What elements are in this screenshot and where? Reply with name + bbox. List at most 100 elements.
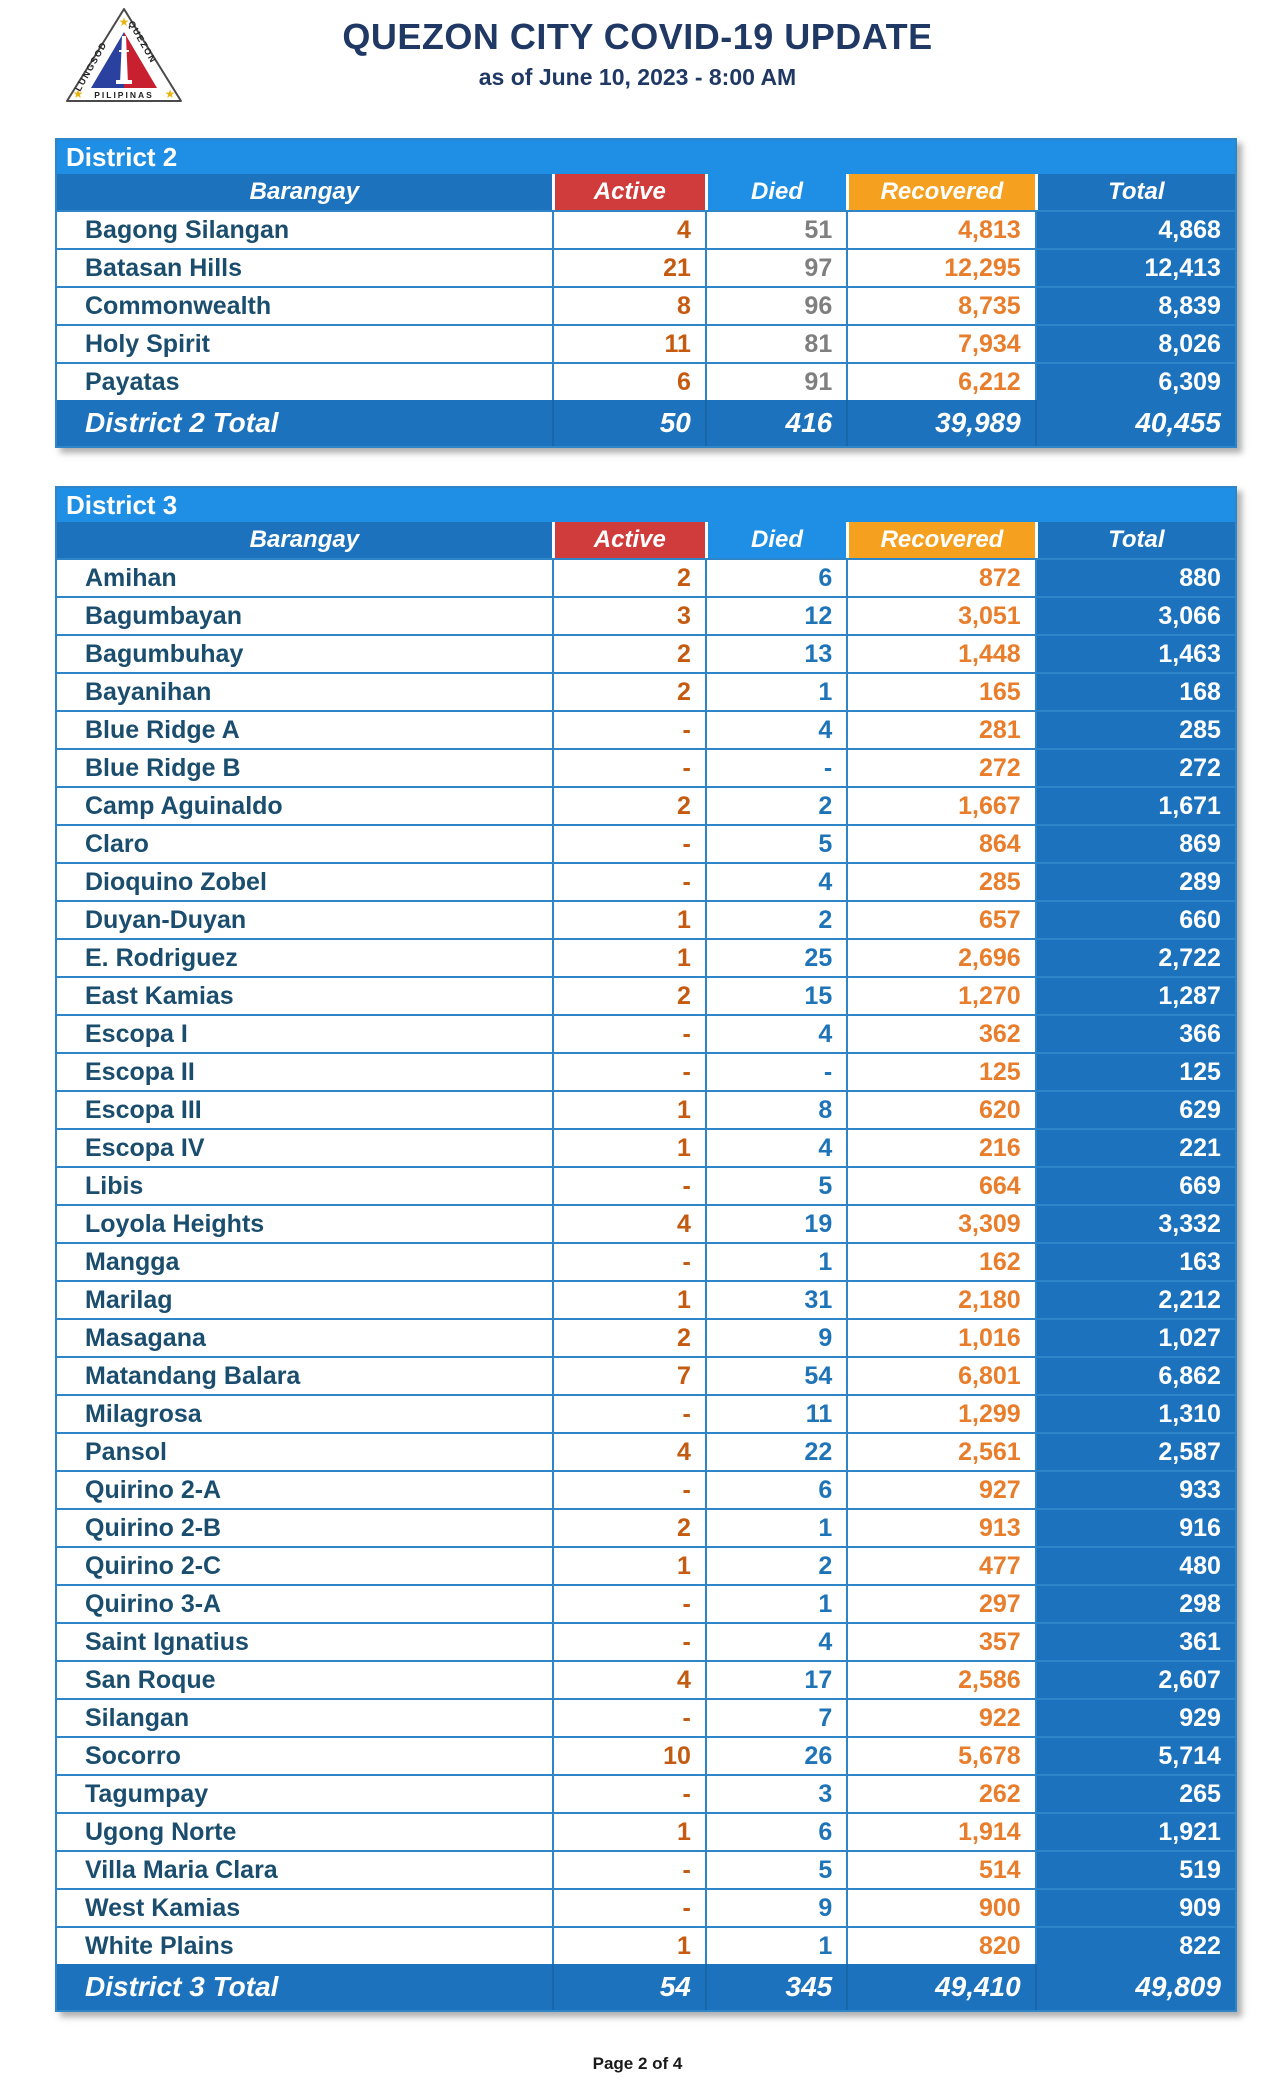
total-count: 12,413 bbox=[1034, 250, 1235, 286]
active-count: 1 bbox=[551, 1548, 705, 1584]
barangay-row: East Kamias 2 15 1,270 1,287 bbox=[57, 976, 1235, 1014]
active-count: 1 bbox=[551, 1092, 705, 1128]
total-count: 929 bbox=[1034, 1700, 1235, 1736]
died-count: 26 bbox=[704, 1738, 846, 1774]
column-header-recovered: Recovered bbox=[846, 522, 1035, 558]
active-count: 2 bbox=[551, 788, 705, 824]
died-count: 3 bbox=[704, 1776, 846, 1812]
died-count: 6 bbox=[704, 1472, 846, 1508]
total-count: 3,332 bbox=[1034, 1206, 1235, 1242]
active-count: 4 bbox=[551, 1662, 705, 1698]
total-count: 2,587 bbox=[1034, 1434, 1235, 1470]
barangay-row: Claro - 5 864 869 bbox=[57, 824, 1235, 862]
total-count: 5,714 bbox=[1034, 1738, 1235, 1774]
barangay-name: Blue Ridge B bbox=[85, 753, 241, 782]
total-count: 660 bbox=[1034, 902, 1235, 938]
total-count: 480 bbox=[1034, 1548, 1235, 1584]
barangay-row: Commonwealth 8 96 8,735 8,839 bbox=[57, 286, 1235, 324]
total-count: 880 bbox=[1034, 560, 1235, 596]
active-count: 1 bbox=[551, 940, 705, 976]
recovered-count: 216 bbox=[846, 1130, 1034, 1166]
total-count: 909 bbox=[1034, 1890, 1235, 1926]
active-count: - bbox=[551, 1624, 705, 1660]
total-count: 8,026 bbox=[1034, 326, 1235, 362]
recovered-count: 125 bbox=[846, 1054, 1034, 1090]
district-total-died: 345 bbox=[704, 1964, 846, 2010]
died-count: 97 bbox=[704, 250, 846, 286]
recovered-count: 5,678 bbox=[846, 1738, 1034, 1774]
total-count: 916 bbox=[1034, 1510, 1235, 1546]
barangay-row: Milagrosa - 11 1,299 1,310 bbox=[57, 1394, 1235, 1432]
active-count: - bbox=[551, 1054, 705, 1090]
died-count: 4 bbox=[704, 864, 846, 900]
total-count: 221 bbox=[1034, 1130, 1235, 1166]
tables-container: District 2 Barangay Active Died Recovere… bbox=[55, 138, 1237, 2012]
died-count: 6 bbox=[704, 1814, 846, 1850]
barangay-name: Saint Ignatius bbox=[85, 1627, 249, 1656]
district-banner: District 3 bbox=[57, 488, 1235, 522]
died-count: 7 bbox=[704, 1700, 846, 1736]
barangay-name: Quirino 2-A bbox=[85, 1475, 222, 1504]
barangay-row: Ugong Norte 1 6 1,914 1,921 bbox=[57, 1812, 1235, 1850]
barangay-row: Blue Ridge A - 4 281 285 bbox=[57, 710, 1235, 748]
active-count: 21 bbox=[551, 250, 705, 286]
district-banner-label: District 2 bbox=[66, 141, 178, 172]
active-count: 6 bbox=[551, 364, 705, 400]
active-count: 10 bbox=[551, 1738, 705, 1774]
recovered-count: 872 bbox=[846, 560, 1034, 596]
barangay-row: Batasan Hills 21 97 12,295 12,413 bbox=[57, 248, 1235, 286]
died-count: - bbox=[704, 1054, 846, 1090]
active-count: 4 bbox=[551, 1434, 705, 1470]
died-count: 4 bbox=[704, 1624, 846, 1660]
barangay-row: Tagumpay - 3 262 265 bbox=[57, 1774, 1235, 1812]
recovered-count: 272 bbox=[846, 750, 1034, 786]
active-count: 2 bbox=[551, 1320, 705, 1356]
barangay-row: Mangga - 1 162 163 bbox=[57, 1242, 1235, 1280]
column-header-active: Active bbox=[551, 522, 705, 558]
total-count: 1,310 bbox=[1034, 1396, 1235, 1432]
total-count: 2,607 bbox=[1034, 1662, 1235, 1698]
active-count: 4 bbox=[551, 212, 705, 248]
district-total-recovered: 39,989 bbox=[846, 400, 1034, 446]
recovered-count: 2,696 bbox=[846, 940, 1034, 976]
barangay-name: Dioquino Zobel bbox=[85, 867, 267, 896]
barangay-row: Libis - 5 664 669 bbox=[57, 1166, 1235, 1204]
barangay-row: Escopa III 1 8 620 629 bbox=[57, 1090, 1235, 1128]
died-count: 2 bbox=[704, 902, 846, 938]
seal-star-top: ★ bbox=[119, 15, 130, 29]
barangay-row: San Roque 4 17 2,586 2,607 bbox=[57, 1660, 1235, 1698]
active-count: 8 bbox=[551, 288, 705, 324]
recovered-count: 6,801 bbox=[846, 1358, 1034, 1394]
recovered-count: 922 bbox=[846, 1700, 1034, 1736]
total-count: 285 bbox=[1034, 712, 1235, 748]
barangay-name: Masagana bbox=[85, 1323, 206, 1352]
page-title: QUEZON CITY COVID-19 UPDATE bbox=[342, 16, 933, 57]
total-count: 669 bbox=[1034, 1168, 1235, 1204]
active-count: 3 bbox=[551, 598, 705, 634]
recovered-count: 1,270 bbox=[846, 978, 1034, 1014]
total-count: 519 bbox=[1034, 1852, 1235, 1888]
barangay-name: Marilag bbox=[85, 1285, 173, 1314]
barangay-name: Claro bbox=[85, 829, 149, 858]
recovered-count: 1,016 bbox=[846, 1320, 1034, 1356]
total-count: 1,921 bbox=[1034, 1814, 1235, 1850]
total-count: 168 bbox=[1034, 674, 1235, 710]
died-count: 1 bbox=[704, 1244, 846, 1280]
barangay-name: Camp Aguinaldo bbox=[85, 791, 283, 820]
barangay-name: Escopa I bbox=[85, 1019, 188, 1048]
district-total-total: 49,809 bbox=[1034, 1964, 1235, 2010]
recovered-count: 514 bbox=[846, 1852, 1034, 1888]
barangay-row: West Kamias - 9 900 909 bbox=[57, 1888, 1235, 1926]
died-count: 54 bbox=[704, 1358, 846, 1394]
total-count: 822 bbox=[1034, 1928, 1235, 1964]
district-total-label: District 2 Total bbox=[85, 407, 279, 438]
barangay-row: Blue Ridge B - - 272 272 bbox=[57, 748, 1235, 786]
column-header-row: Barangay Active Died Recovered Total bbox=[57, 522, 1235, 558]
died-count: 1 bbox=[704, 1510, 846, 1546]
recovered-count: 927 bbox=[846, 1472, 1034, 1508]
active-count: - bbox=[551, 712, 705, 748]
barangay-name: Quirino 2-C bbox=[85, 1551, 222, 1580]
district-total-row: District 3 Total 54 345 49,410 49,809 bbox=[57, 1964, 1235, 2010]
district-total-label: District 3 Total bbox=[85, 1971, 279, 2002]
recovered-count: 664 bbox=[846, 1168, 1034, 1204]
